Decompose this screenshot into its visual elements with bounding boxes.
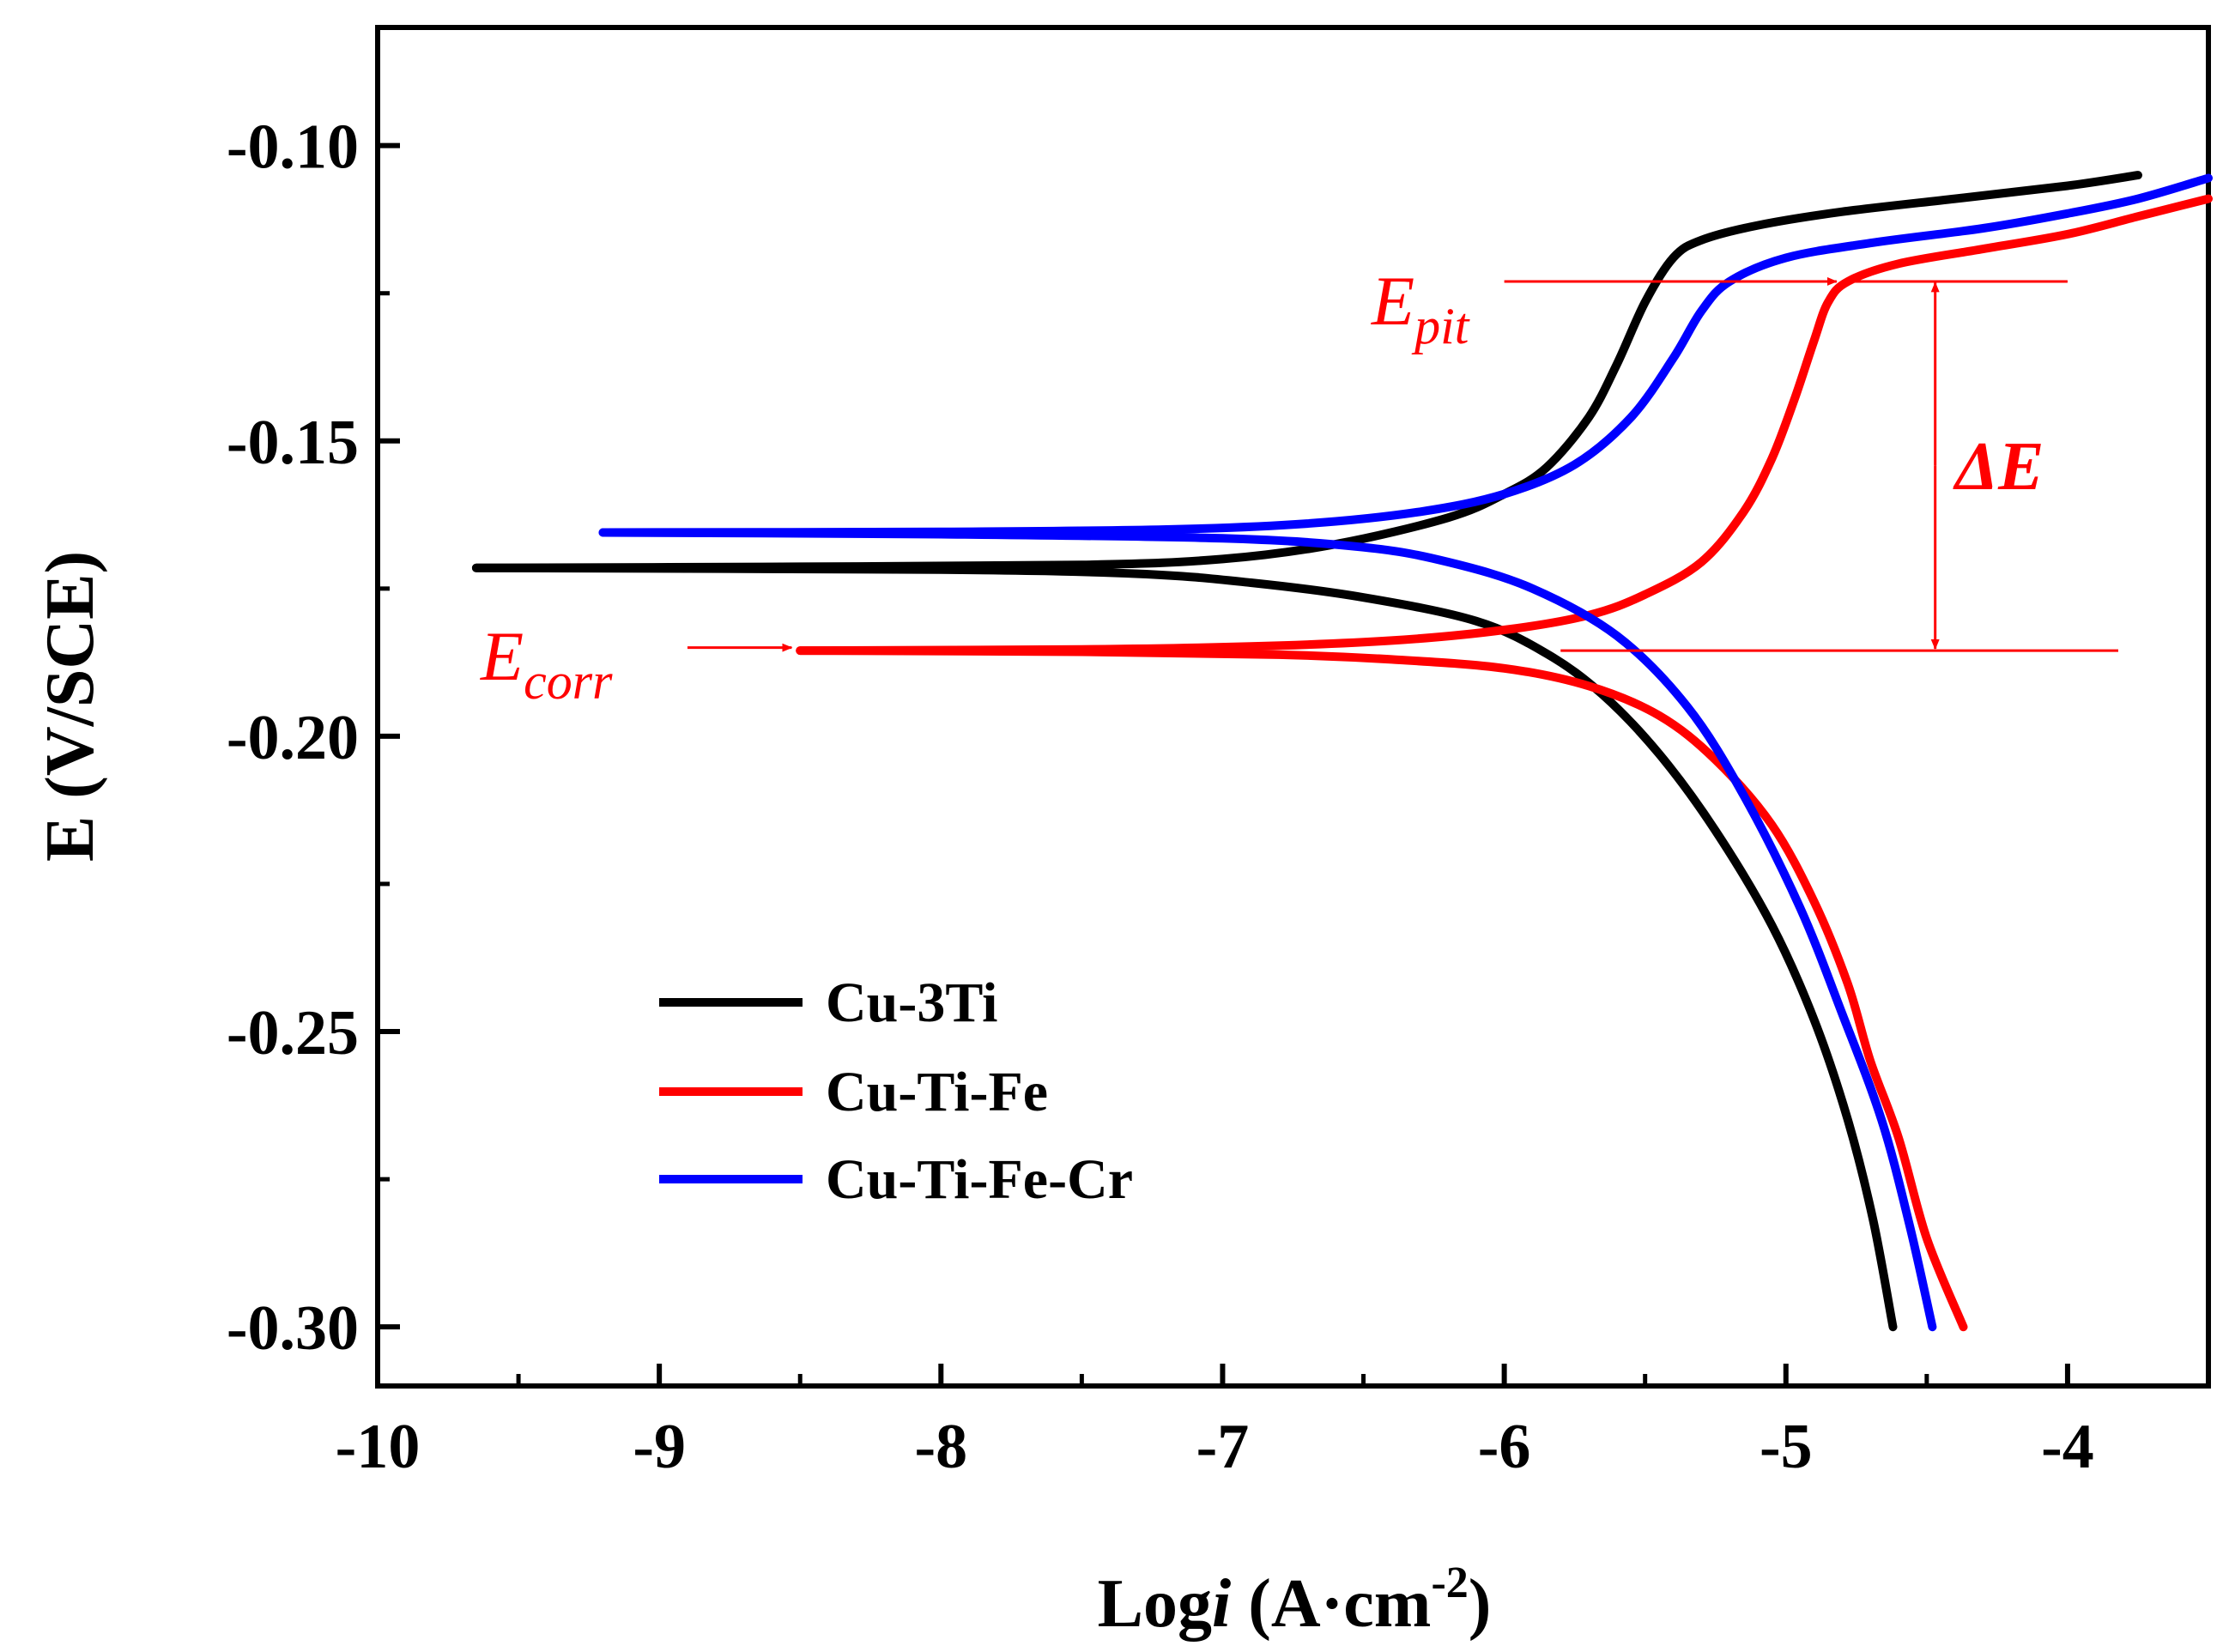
x-tick-label: -9 — [633, 1412, 686, 1482]
series-line-cu-ti-fe-cr-cathodic — [598, 528, 1937, 1332]
x-tick-label: -4 — [2041, 1412, 2094, 1482]
y-axis-title: E (V/SCE) — [33, 551, 108, 862]
x-axis-ticks: -10 -9 -8 -7 -6 -5 -4 — [336, 1364, 2094, 1482]
legend-label-cu-3ti: Cu-3Ti — [826, 971, 998, 1034]
x-tick-label: -8 — [914, 1412, 967, 1482]
y-tick-label: -0.20 — [227, 703, 359, 773]
x-tick-label: -7 — [1196, 1412, 1250, 1482]
legend-label-cu-ti-fe-cr: Cu-Ti-Fe-Cr — [826, 1148, 1133, 1211]
annotation-layer: Ecorr Epit ΔE — [480, 262, 2118, 710]
x-tick-label: -10 — [336, 1412, 421, 1482]
y-tick-label: -0.10 — [227, 112, 359, 183]
series-line-cu-ti-fe-cathodic — [796, 646, 1968, 1332]
series-line-cu-3ti-anodic — [471, 171, 2142, 572]
y-tick-label: -0.30 — [227, 1293, 359, 1364]
ecorr-label: Ecorr — [480, 617, 613, 710]
x-tick-label: -5 — [1760, 1412, 1813, 1482]
plot-frame — [375, 25, 2211, 1389]
y-tick-label: -0.25 — [227, 998, 359, 1068]
series-line-cu-ti-fe-anodic — [796, 194, 2213, 656]
y-tick-label: -0.15 — [227, 408, 359, 478]
series-layer — [471, 171, 2213, 1332]
series-line-cu-3ti-cathodic — [471, 563, 1898, 1332]
legend-label-cu-ti-fe: Cu-Ti-Fe — [826, 1061, 1048, 1123]
x-tick-label: -6 — [1478, 1412, 1531, 1482]
delta-e-label: ΔE — [1953, 429, 2044, 505]
epit-label: Epit — [1371, 262, 1470, 354]
legend: Cu-3Ti Cu-Ti-Fe Cu-Ti-Fe-Cr — [659, 971, 1133, 1211]
y-axis-ticks: -0.30 -0.25 -0.20 -0.15 -0.10 — [227, 112, 400, 1364]
series-line-cu-ti-fe-cr-anodic — [598, 173, 2213, 537]
x-axis-title: Logi (A·cm-2) — [1098, 1558, 1492, 1642]
